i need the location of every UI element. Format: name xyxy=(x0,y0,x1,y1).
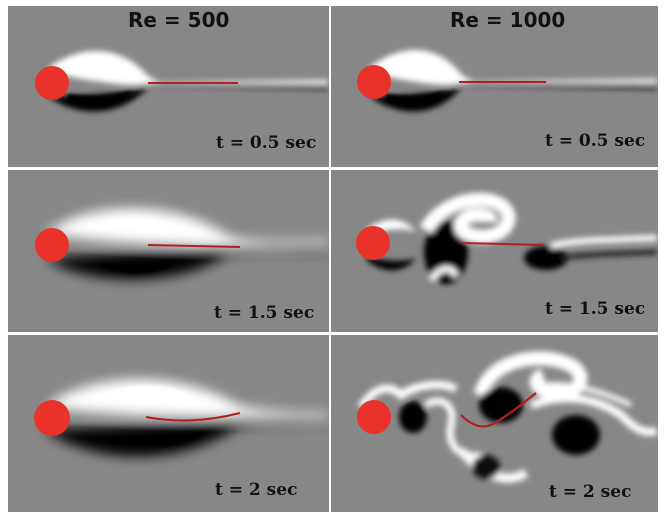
vorticity-field xyxy=(34,379,328,457)
flow-panel-re1000-t1.5: t = 1.5 sec xyxy=(331,170,658,332)
vorticity-field xyxy=(356,192,658,284)
flexible-filament xyxy=(460,392,537,428)
time-label: t = 1.5 sec xyxy=(545,299,646,319)
flow-panel-re1000-t0.5: t = 0.5 sec xyxy=(331,6,658,167)
time-label: t = 2 sec xyxy=(549,482,632,502)
time-label: t = 1.5 sec xyxy=(214,303,315,323)
vorticity-field xyxy=(357,351,658,483)
flow-panel-re500-t2: t = 2 sec xyxy=(8,335,329,512)
cylinder xyxy=(357,65,391,99)
flow-panel-re1000-t2: t = 2 sec xyxy=(331,335,658,512)
flexible-filament xyxy=(145,412,241,422)
flexible-filament xyxy=(460,242,544,246)
cylinder xyxy=(34,400,70,436)
cylinder xyxy=(356,226,390,260)
flow-panel-re500-t1.5: t = 1.5 sec xyxy=(8,170,329,332)
vorticity-field xyxy=(35,50,328,112)
vorticity-field xyxy=(35,208,328,280)
time-label: t = 0.5 sec xyxy=(216,133,317,153)
flow-panel-re500-t0.5: t = 0.5 sec xyxy=(8,6,329,167)
column-title-re500: Re = 500 xyxy=(128,8,230,32)
cylinder xyxy=(35,228,69,262)
time-label: t = 0.5 sec xyxy=(545,131,646,151)
vorticity-field xyxy=(357,49,657,112)
time-label: t = 2 sec xyxy=(215,480,298,500)
cylinder xyxy=(357,400,391,434)
cylinder xyxy=(35,66,69,100)
flexible-filament xyxy=(147,244,241,248)
column-title-re1000: Re = 1000 xyxy=(450,8,566,32)
